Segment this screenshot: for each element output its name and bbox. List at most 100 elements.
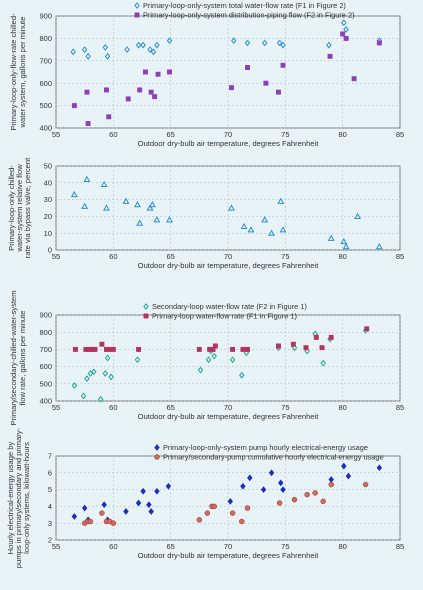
y-tick-label: 50 xyxy=(44,162,52,171)
data-point xyxy=(280,41,286,49)
data-point xyxy=(99,510,105,516)
x-tick-label: 55 xyxy=(52,252,60,261)
data-point xyxy=(71,382,78,389)
x-tick-label: 75 xyxy=(281,252,289,261)
legend: Primary-loop-only-system total water-flo… xyxy=(134,1,355,20)
data-point xyxy=(148,201,156,208)
x-tick-label: 65 xyxy=(166,542,174,551)
data-point xyxy=(140,487,146,495)
y-tick-label: 500 xyxy=(39,379,52,388)
data-point xyxy=(155,71,161,77)
data-point xyxy=(364,326,370,332)
data-point xyxy=(166,216,173,223)
data-point xyxy=(240,346,246,352)
plot-area xyxy=(55,314,401,402)
x-tick-label: 55 xyxy=(52,130,60,139)
data-point xyxy=(87,370,94,377)
data-point xyxy=(280,62,286,68)
y-tick-label: 3 xyxy=(48,519,52,528)
data-point xyxy=(228,85,234,91)
data-point xyxy=(148,89,154,95)
data-point xyxy=(290,341,296,347)
data-point xyxy=(148,508,154,515)
data-point xyxy=(102,43,109,51)
y-tick-label: 800 xyxy=(39,34,52,43)
data-point xyxy=(97,395,104,403)
y-tick-label: 500 xyxy=(39,101,52,110)
x-tick-label: 80 xyxy=(338,403,346,412)
x-tick-label: 60 xyxy=(109,403,117,412)
data-point xyxy=(277,197,285,204)
data-point xyxy=(260,486,267,494)
data-point xyxy=(108,373,114,381)
data-point xyxy=(275,343,281,349)
data-point xyxy=(343,35,349,41)
data-point xyxy=(268,229,276,236)
data-point xyxy=(154,487,160,495)
data-point xyxy=(133,201,141,208)
y-tick-label: 20 xyxy=(44,212,52,221)
data-point xyxy=(84,375,90,383)
legend-marker xyxy=(134,2,140,9)
data-point xyxy=(87,518,94,525)
y-tick-label: 400 xyxy=(39,124,52,133)
data-point xyxy=(146,501,152,509)
x-axis-label: Outdoor dry-bulb air temperature, degree… xyxy=(138,551,320,560)
y-axis-label: Primary-loop-only chilled- xyxy=(7,165,16,251)
data-point xyxy=(110,520,117,526)
data-point xyxy=(245,346,250,352)
x-tick-label: 75 xyxy=(281,403,289,412)
data-point xyxy=(313,334,319,340)
data-point xyxy=(103,87,109,93)
x-tick-label: 70 xyxy=(224,252,232,261)
data-point xyxy=(91,368,97,376)
data-point xyxy=(153,216,161,223)
data-point xyxy=(165,482,172,490)
data-point xyxy=(278,479,284,487)
data-point xyxy=(197,366,204,374)
series-1 xyxy=(70,175,383,250)
data-point xyxy=(280,486,286,494)
y-axis-label: Hourly electrical-energy usage by xyxy=(6,441,15,554)
data-point xyxy=(345,472,352,480)
data-point xyxy=(70,190,78,198)
data-point xyxy=(154,41,160,49)
data-point xyxy=(99,341,105,347)
x-tick-label: 85 xyxy=(396,130,404,139)
legend-marker xyxy=(154,454,160,460)
data-point xyxy=(102,370,109,377)
data-point xyxy=(110,346,116,352)
data-point xyxy=(354,212,362,219)
x-tick-label: 60 xyxy=(109,542,117,551)
data-point xyxy=(71,103,77,109)
x-axis-label: Outdoor dry-bulb air temperature, degree… xyxy=(138,412,320,421)
legend-label: Primary-loop-only-system pump hourly ele… xyxy=(163,443,368,452)
data-point xyxy=(275,89,281,95)
chart-3: 400 500 600 700 800 900 55 60 65 70 75 80 85 Outdoor … xyxy=(9,290,404,425)
legend-label: Primary-loop water-flow rate (F1 in Figu… xyxy=(152,312,297,321)
data-point xyxy=(239,518,245,525)
data-point xyxy=(320,498,326,505)
data-point xyxy=(136,219,144,226)
data-point xyxy=(205,356,212,364)
data-point xyxy=(103,204,110,211)
x-tick-label: 55 xyxy=(52,403,60,412)
data-point xyxy=(152,94,158,100)
data-point xyxy=(328,334,334,340)
data-point xyxy=(247,226,255,233)
x-tick-label: 70 xyxy=(224,403,232,412)
data-point xyxy=(135,499,142,507)
data-point xyxy=(342,243,350,250)
chart-1: 400 500 600 700 800 900 55 60 65 70 75 80 85 Outdoor … xyxy=(9,1,404,148)
data-point xyxy=(124,46,130,54)
series-2 xyxy=(81,481,369,526)
data-point xyxy=(276,500,283,506)
y-axis-label: rate via bypass valve, percent xyxy=(23,157,32,258)
data-point xyxy=(106,114,112,120)
data-point xyxy=(244,505,251,511)
x-tick-label: 85 xyxy=(396,542,404,551)
x-tick-label: 65 xyxy=(166,403,174,412)
x-tick-label: 55 xyxy=(52,542,60,551)
data-point xyxy=(211,352,217,360)
data-point xyxy=(122,197,130,204)
